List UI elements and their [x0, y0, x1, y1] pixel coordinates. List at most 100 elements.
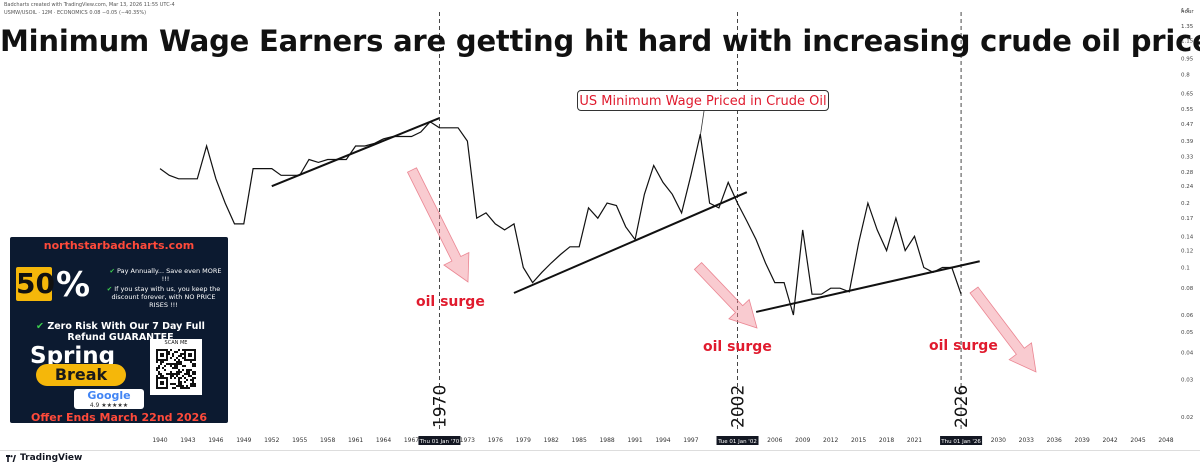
promo-break: Break	[36, 364, 126, 386]
check-icon: ✔	[36, 321, 48, 332]
x-tick-label: 1976	[488, 437, 503, 444]
surge-arrow-icon	[406, 167, 470, 283]
x-tick-label: 1946	[208, 437, 223, 444]
y-tick-label: 1.15	[1181, 39, 1194, 45]
x-tick-label: 2039	[1075, 437, 1090, 444]
y-tick-label: 0.95	[1181, 56, 1194, 62]
trendline	[755, 260, 980, 313]
qr-code[interactable]	[150, 339, 202, 395]
surge-arrows	[406, 167, 1037, 373]
x-tick-label: 1994	[655, 437, 670, 444]
y-tick-label: 0.39	[1181, 139, 1194, 145]
y-tick-label: 0.04	[1181, 351, 1194, 357]
promo-percent-sign: %	[56, 265, 91, 305]
x-tick-label: 2036	[1047, 437, 1062, 444]
y-tick-label: 1.6	[1181, 8, 1190, 14]
x-tick-label: 1988	[599, 437, 614, 444]
google-logo: Google	[87, 389, 131, 402]
y-tick-label: 0.1	[1181, 266, 1190, 272]
y-tick-label: 0.05	[1181, 330, 1194, 336]
x-tick-label: 2018	[879, 437, 894, 444]
annotation-pointer	[699, 110, 705, 139]
surge-labels: oil surge oil surge oil surge	[416, 294, 998, 355]
tradingview-logo-icon	[6, 455, 16, 462]
x-tick-label: 2045	[1130, 437, 1145, 444]
x-tick-label: 2030	[991, 437, 1006, 444]
surge-label: oil surge	[416, 294, 485, 310]
x-tick-label: 2033	[1019, 437, 1034, 444]
surge-label: oil surge	[929, 338, 998, 354]
x-tick-label: 2048	[1158, 437, 1173, 444]
annotation-label: US Minimum Wage Priced in Crude Oil	[577, 90, 829, 111]
y-tick-label: 0.14	[1181, 234, 1194, 240]
x-highlight-label: Thu 01 Jan '26	[940, 439, 981, 445]
x-tick-label: 2021	[907, 437, 922, 444]
promo-scan: SCAN ME	[164, 340, 188, 346]
x-axis: 1940 1943 1946 1949 1952 1955 1958 1961 1964 1967…	[152, 436, 1174, 445]
y-tick-label: 0.02	[1181, 415, 1193, 421]
chart-title: Minimum Wage Earners are getting hit har…	[0, 24, 1200, 58]
x-highlight-label: Thu 01 Jan '70	[419, 439, 460, 445]
x-tick-label: 1952	[264, 437, 279, 444]
x-tick-label: 1958	[320, 437, 335, 444]
y-tick-label: 0.06	[1181, 313, 1194, 319]
y-unit-label: hour	[1181, 9, 1194, 15]
x-tick-label: 1964	[376, 437, 391, 444]
y-tick-label: 0.47	[1181, 122, 1194, 128]
surge-arrow-icon	[969, 286, 1037, 373]
surge-arrow-icon	[693, 262, 758, 329]
chart-credit: Badcharts created with TradingView.com, …	[4, 2, 175, 8]
y-tick-label: 1.35	[1181, 24, 1194, 30]
promo-line-2: ✔ If you stay with us, you keep the disc…	[106, 285, 221, 309]
y-tick-label: 0.28	[1181, 170, 1194, 176]
y-tick-label: 0.03	[1181, 377, 1194, 383]
google-badge	[74, 389, 144, 409]
y-tick-label: 0.17	[1181, 216, 1194, 222]
x-tick-label: 1979	[516, 437, 531, 444]
x-tick-label: 1982	[544, 437, 559, 444]
y-tick-label: 0.24	[1181, 184, 1194, 190]
promo-offer: Offer Ends March 22nd 2026	[30, 411, 207, 423]
promo-line-1: ✔ Pay Annually... Save even MORE !!!	[109, 267, 222, 283]
highlight-lines	[438, 12, 962, 432]
x-tick-label: 2012	[823, 437, 838, 444]
surge-label: oil surge	[703, 339, 772, 355]
x-tick-label: 1961	[348, 437, 363, 444]
qr-code-icon	[156, 349, 196, 389]
era-label: 1970	[430, 385, 450, 428]
x-highlight-label: Tue 01 Jan '02	[717, 439, 757, 445]
x-tick-label: 1943	[180, 437, 195, 444]
promo-banner[interactable]: northstarbadcharts.com 50 % ✔ Pay Annual…	[10, 237, 228, 423]
y-tick-label: 0.12	[1181, 249, 1193, 255]
y-tick-label: 0.55	[1181, 107, 1194, 113]
x-tick-label: 1973	[460, 437, 475, 444]
trendline	[513, 191, 748, 294]
symbol-info: USMW/USOIL · 12M · ECONOMICS 0.08 −0.05 …	[4, 10, 147, 16]
google-rating: 4.9 ★★★★★	[89, 402, 129, 409]
x-tick-label: 1949	[236, 437, 251, 444]
x-tick-label: 2006	[767, 437, 782, 444]
promo-percent: 50	[16, 267, 55, 301]
x-tick-label: 1955	[292, 437, 307, 444]
x-tick-label: 1991	[627, 437, 642, 444]
y-tick-label: 0.33	[1181, 155, 1194, 161]
x-highlight-badge	[716, 436, 759, 445]
x-tick-label: 1997	[683, 437, 698, 444]
y-axis: 1.6 1.35 1.15 0.95 0.8 0.65 0.55 0.47 0.39 0.33 0.…	[1181, 8, 1194, 421]
era-label: 2026	[952, 385, 972, 428]
y-tick-label: 0.8	[1181, 72, 1190, 78]
series-line	[159, 121, 962, 316]
x-tick-label: 2009	[795, 437, 810, 444]
check-icon: ✔	[106, 285, 115, 293]
y-tick-label: 0.65	[1181, 92, 1194, 98]
footer-brand[interactable]: TradingView	[20, 453, 83, 463]
x-tick-label: 1985	[572, 437, 587, 444]
era-label: 2002	[729, 385, 749, 428]
x-tick-label: 1940	[152, 437, 167, 444]
y-tick-label: 0.08	[1181, 286, 1194, 292]
x-tick-label: 2042	[1102, 437, 1117, 444]
era-labels: 1970 2002 2026	[430, 385, 972, 428]
check-icon: ✔	[109, 267, 117, 275]
promo-line-3: ✔ Zero Risk With Our 7 Day Full Refund G…	[36, 321, 205, 343]
